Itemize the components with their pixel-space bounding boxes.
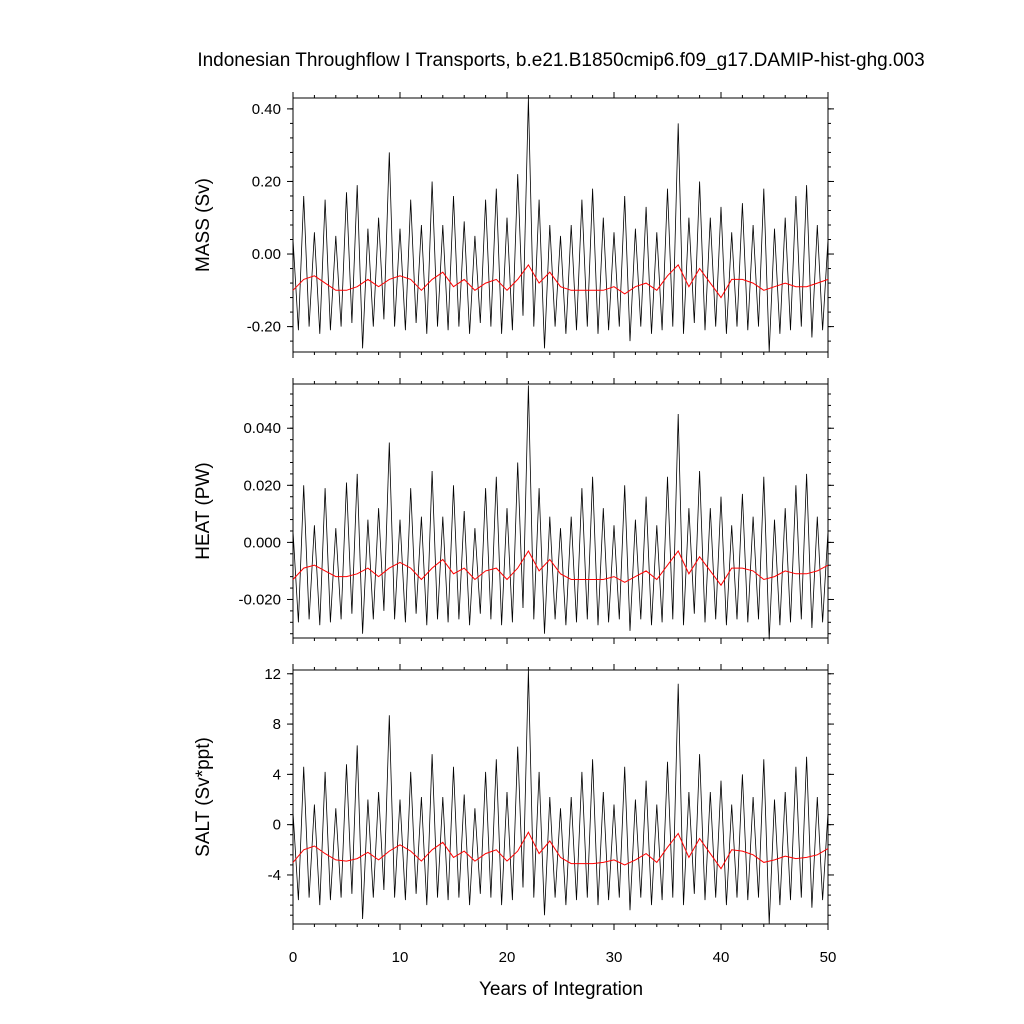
mass-smooth-series-line — [292, 263, 829, 299]
x-axis-label: Years of Integration — [479, 979, 643, 1000]
heat-y-tick-label: 0.040 — [243, 420, 281, 437]
salt-y-tick-label: -4 — [268, 867, 281, 884]
salt-y-tick-label: 8 — [273, 716, 281, 733]
salt-y-axis-label: SALT (Sv*ppt) — [193, 737, 214, 857]
salt-raw-series-line — [292, 669, 829, 925]
heat-y-tick-label: -0.020 — [238, 591, 281, 608]
x-tick-label: 50 — [820, 949, 837, 966]
x-tick-label: 20 — [499, 949, 516, 966]
mass-y-tick-label: -0.20 — [247, 319, 281, 336]
mass-panel: 0.40 0.20 0.00 -0.20 MASS (Sv) — [193, 92, 834, 358]
mass-y-tick-label: 0.00 — [252, 246, 281, 263]
mass-y-tick-label: 0.40 — [252, 101, 281, 118]
salt-y-tick-label: 12 — [264, 666, 281, 683]
salt-plot-frame — [292, 669, 829, 925]
x-tick-label: 0 — [289, 949, 297, 966]
heat-plot-frame — [292, 383, 829, 639]
mass-raw-series-line — [292, 97, 829, 353]
x-tick-label: 10 — [392, 949, 409, 966]
mass-y-axis-label: MASS (Sv) — [193, 178, 214, 272]
heat-raw-series-line — [292, 385, 829, 640]
salt-y-tick-label: 4 — [273, 766, 281, 783]
mass-y-tick-label: 0.20 — [252, 173, 281, 190]
x-tick-label: 30 — [606, 949, 623, 966]
x-tick-label: 40 — [713, 949, 730, 966]
salt-y-tick-label: 0 — [273, 817, 281, 834]
heat-panel: 0.040 0.020 0.000 -0.020 HEAT (PW) — [193, 378, 834, 644]
salt-smooth-series-line — [292, 831, 829, 870]
heat-y-tick-label: 0.000 — [243, 534, 281, 551]
heat-y-axis-label: HEAT (PW) — [193, 462, 214, 559]
chart-title: Indonesian Throughflow I Transports, b.e… — [197, 50, 924, 71]
heat-y-tick-label: 0.020 — [243, 477, 281, 494]
heat-smooth-series-line — [292, 550, 829, 587]
mass-plot-frame — [292, 97, 829, 353]
